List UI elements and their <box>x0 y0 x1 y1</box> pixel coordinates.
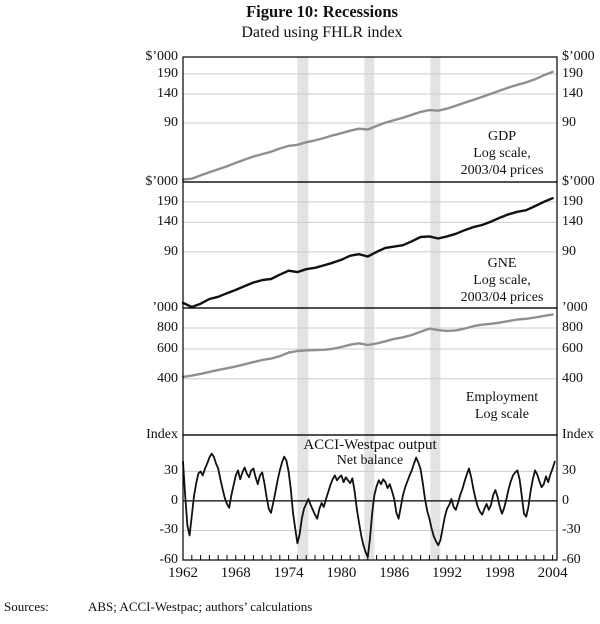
gdp-ytick-label-right: 140 <box>562 85 583 101</box>
gdp-ytick-label-left: 90 <box>164 114 178 130</box>
survey-ytick-label-right: -30 <box>562 522 581 538</box>
gne-ytick-label-right: 90 <box>562 243 576 259</box>
employment-unit-left: ’000 <box>152 300 178 315</box>
gne-unit-right: $’000 <box>562 174 595 189</box>
x-tick-label: 1968 <box>220 565 251 581</box>
gdp-annotation: GDP Log scale, 2003/04 prices <box>402 128 600 179</box>
employment-ytick-label-left: 400 <box>157 370 178 386</box>
survey-ytick-label-left: 0 <box>171 492 178 508</box>
survey-annotation-line1: ACCI-Westpac output <box>303 437 437 453</box>
survey-line <box>182 452 556 558</box>
gdp-annotation-line1: GDP <box>487 129 516 144</box>
gdp-annotation-line2: Log scale, <box>473 146 531 161</box>
gne-line <box>181 197 554 309</box>
gdp-ytick-label-right: 190 <box>562 65 583 81</box>
x-tick-label: 1992 <box>432 565 462 581</box>
survey-unit-left: Index <box>146 427 178 442</box>
survey-ytick-label-left: -30 <box>159 522 178 538</box>
survey-ytick-label-right: -60 <box>562 552 581 567</box>
employment-unit-right: ’000 <box>562 300 588 315</box>
employment-annotation-line2: Log scale <box>474 407 530 422</box>
employment-annotation: Employment Log scale <box>402 389 600 423</box>
sources-text: ABS; ACCI-Westpac; authors’ calculations <box>88 599 313 614</box>
gdp-unit-left: $’000 <box>145 49 178 64</box>
gdp-ytick-label-left: 140 <box>157 85 178 101</box>
gne-ytick-label-right: 140 <box>562 214 583 230</box>
employment-ytick-label-right: 600 <box>562 341 583 357</box>
survey-ytick-label-right: 0 <box>562 492 569 508</box>
employment-annotation-line1: Employment <box>465 390 539 405</box>
gdp-ytick-label-right: 90 <box>562 114 576 130</box>
gdp-ytick-label-left: 190 <box>157 65 178 81</box>
x-tick-label: 1980 <box>326 565 357 581</box>
x-tick-label: 1974 <box>273 565 304 581</box>
employment-ytick-label-left: 800 <box>157 320 178 335</box>
gne-annotation-line3: 2003/04 prices <box>460 290 544 305</box>
gdp-line <box>181 70 554 181</box>
figure-title: Figure 10: Recessions <box>246 2 398 21</box>
survey-annotation: ACCI-Westpac output Net balance <box>183 437 557 469</box>
gne-ytick-label-right: 190 <box>562 193 583 209</box>
x-tick-label: 1962 <box>168 565 198 581</box>
panel-border <box>182 434 558 561</box>
x-tick-label: 1986 <box>379 565 410 581</box>
figure-subtitle: Dated using FHLR index <box>241 24 403 41</box>
gne-annotation-line2: Log scale, <box>473 273 531 288</box>
employment-ytick-label-right: 400 <box>562 370 583 386</box>
gdp-annotation-line3: 2003/04 prices <box>460 163 544 178</box>
x-tick-label: 2004 <box>537 565 568 581</box>
gne-unit-left: $’000 <box>145 174 178 189</box>
survey-ytick-label-left: -60 <box>159 552 178 567</box>
survey-annotation-line2: Net balance <box>336 453 404 468</box>
employment-ytick-label-right: 800 <box>562 320 583 335</box>
x-tick-label: 1998 <box>484 565 515 581</box>
gne-ytick-label-left: 190 <box>157 193 178 209</box>
gne-ytick-label-left: 140 <box>157 214 178 230</box>
survey-ytick-label-left: 30 <box>164 463 178 479</box>
sources-label: Sources: <box>4 599 49 614</box>
survey-ytick-label-right: 30 <box>562 463 576 479</box>
gdp-unit-right: $’000 <box>562 49 595 64</box>
gne-annotation: GNE Log scale, 2003/04 prices <box>402 255 600 306</box>
employment-line <box>181 313 554 379</box>
survey-unit-right: Index <box>562 427 594 442</box>
employment-ytick-label-left: 600 <box>157 341 178 357</box>
gne-annotation-line1: GNE <box>487 256 517 271</box>
gne-ytick-label-left: 90 <box>164 243 178 259</box>
